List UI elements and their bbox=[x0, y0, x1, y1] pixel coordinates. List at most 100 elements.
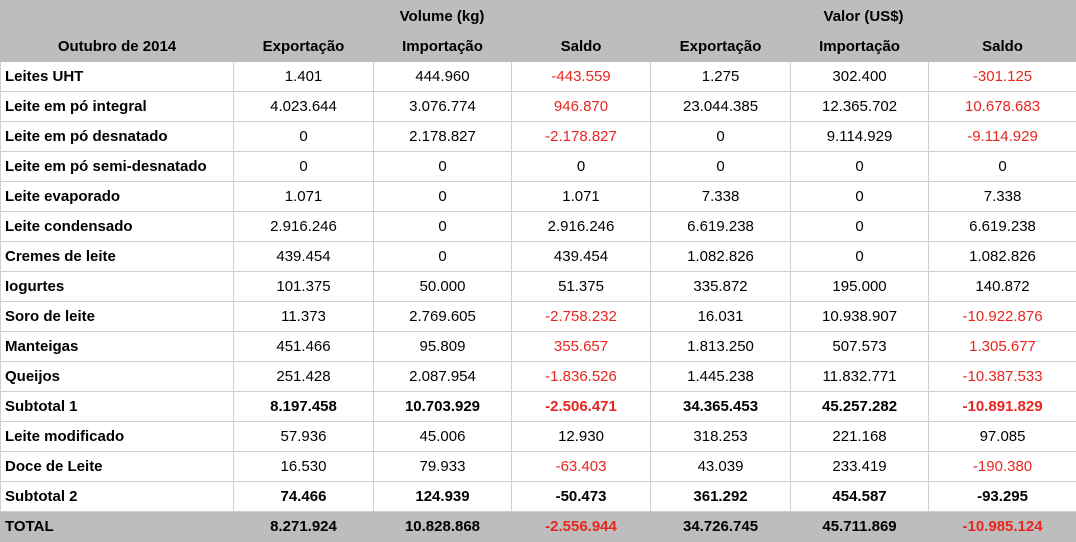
value-cell: 2.178.827 bbox=[374, 122, 512, 152]
value-cell: 318.253 bbox=[651, 422, 791, 452]
row-label: Cremes de leite bbox=[1, 242, 234, 272]
period-header: Outubro de 2014 bbox=[1, 32, 234, 62]
value-cell: 221.168 bbox=[791, 422, 929, 452]
value-cell: -10.922.876 bbox=[929, 302, 1076, 332]
row-label: Leite condensado bbox=[1, 212, 234, 242]
value-cell: -2.758.232 bbox=[512, 302, 651, 332]
value-cell: -2.506.471 bbox=[512, 392, 651, 422]
value-cell: 507.573 bbox=[791, 332, 929, 362]
value-cell: 11.373 bbox=[234, 302, 374, 332]
value-cell: 16.031 bbox=[651, 302, 791, 332]
value-cell: 0 bbox=[374, 212, 512, 242]
value-cell: 1.071 bbox=[234, 182, 374, 212]
value-cell: 101.375 bbox=[234, 272, 374, 302]
row-label: Subtotal 2 bbox=[1, 482, 234, 512]
row-label: Soro de leite bbox=[1, 302, 234, 332]
value-cell: 45.711.869 bbox=[791, 512, 929, 542]
value-cell: -10.985.124 bbox=[929, 512, 1076, 542]
row-label: Queijos bbox=[1, 362, 234, 392]
value-cell: 335.872 bbox=[651, 272, 791, 302]
value-cell: 0 bbox=[374, 242, 512, 272]
value-cell: 4.023.644 bbox=[234, 92, 374, 122]
value-cell: 43.039 bbox=[651, 452, 791, 482]
value-cell: -10.387.533 bbox=[929, 362, 1076, 392]
value-cell: 0 bbox=[234, 152, 374, 182]
value-cell: 10.828.868 bbox=[374, 512, 512, 542]
value-cell: 45.006 bbox=[374, 422, 512, 452]
value-cell: 124.939 bbox=[374, 482, 512, 512]
group-header-row: Volume (kg) Valor (US$) bbox=[1, 1, 1076, 32]
value-cell: 23.044.385 bbox=[651, 92, 791, 122]
value-cell: 302.400 bbox=[791, 62, 929, 92]
value-cell: 12.365.702 bbox=[791, 92, 929, 122]
column-header-row: Outubro de 2014 Exportação Importação Sa… bbox=[1, 32, 1076, 62]
value-cell: 3.076.774 bbox=[374, 92, 512, 122]
value-cell: 1.082.826 bbox=[929, 242, 1076, 272]
column-header: Saldo bbox=[512, 32, 651, 62]
column-header: Saldo bbox=[929, 32, 1076, 62]
value-cell: 1.445.238 bbox=[651, 362, 791, 392]
value-cell: 0 bbox=[791, 212, 929, 242]
column-header: Importação bbox=[791, 32, 929, 62]
value-cell: 57.936 bbox=[234, 422, 374, 452]
value-cell: 1.401 bbox=[234, 62, 374, 92]
value-cell: -190.380 bbox=[929, 452, 1076, 482]
value-cell: 51.375 bbox=[512, 272, 651, 302]
column-header: Exportação bbox=[651, 32, 791, 62]
value-cell: 2.769.605 bbox=[374, 302, 512, 332]
group-header-valor: Valor (US$) bbox=[651, 1, 1076, 32]
value-cell: -50.473 bbox=[512, 482, 651, 512]
value-cell: 0 bbox=[651, 152, 791, 182]
value-cell: 9.114.929 bbox=[791, 122, 929, 152]
value-cell: -1.836.526 bbox=[512, 362, 651, 392]
value-cell: 12.930 bbox=[512, 422, 651, 452]
value-cell: 10.938.907 bbox=[791, 302, 929, 332]
value-cell: 2.916.246 bbox=[234, 212, 374, 242]
row-label: Leite em pó integral bbox=[1, 92, 234, 122]
value-cell: 1.082.826 bbox=[651, 242, 791, 272]
value-cell: 946.870 bbox=[512, 92, 651, 122]
value-cell: 439.454 bbox=[512, 242, 651, 272]
value-cell: -10.891.829 bbox=[929, 392, 1076, 422]
value-cell: 10.678.683 bbox=[929, 92, 1076, 122]
value-cell: 7.338 bbox=[929, 182, 1076, 212]
value-cell: 0 bbox=[651, 122, 791, 152]
value-cell: 0 bbox=[929, 152, 1076, 182]
row-label: Manteigas bbox=[1, 332, 234, 362]
value-cell: 233.419 bbox=[791, 452, 929, 482]
row-label: Iogurtes bbox=[1, 272, 234, 302]
value-cell: 451.466 bbox=[234, 332, 374, 362]
value-cell: 0 bbox=[791, 242, 929, 272]
value-cell: 74.466 bbox=[234, 482, 374, 512]
group-header-volume: Volume (kg) bbox=[234, 1, 651, 32]
row-label: TOTAL bbox=[1, 512, 234, 542]
value-cell: 16.530 bbox=[234, 452, 374, 482]
value-cell: 8.271.924 bbox=[234, 512, 374, 542]
value-cell: 0 bbox=[512, 152, 651, 182]
value-cell: 45.257.282 bbox=[791, 392, 929, 422]
row-label: Leite evaporado bbox=[1, 182, 234, 212]
value-cell: 50.000 bbox=[374, 272, 512, 302]
value-cell: -2.556.944 bbox=[512, 512, 651, 542]
value-cell: 195.000 bbox=[791, 272, 929, 302]
value-cell: 11.832.771 bbox=[791, 362, 929, 392]
value-cell: 251.428 bbox=[234, 362, 374, 392]
row-label: Leite modificado bbox=[1, 422, 234, 452]
value-cell: 355.657 bbox=[512, 332, 651, 362]
value-cell: -93.295 bbox=[929, 482, 1076, 512]
value-cell: 140.872 bbox=[929, 272, 1076, 302]
column-header: Exportação bbox=[234, 32, 374, 62]
table-header: Volume (kg) Valor (US$) Outubro de 2014 … bbox=[1, 1, 1076, 62]
value-cell: -2.178.827 bbox=[512, 122, 651, 152]
